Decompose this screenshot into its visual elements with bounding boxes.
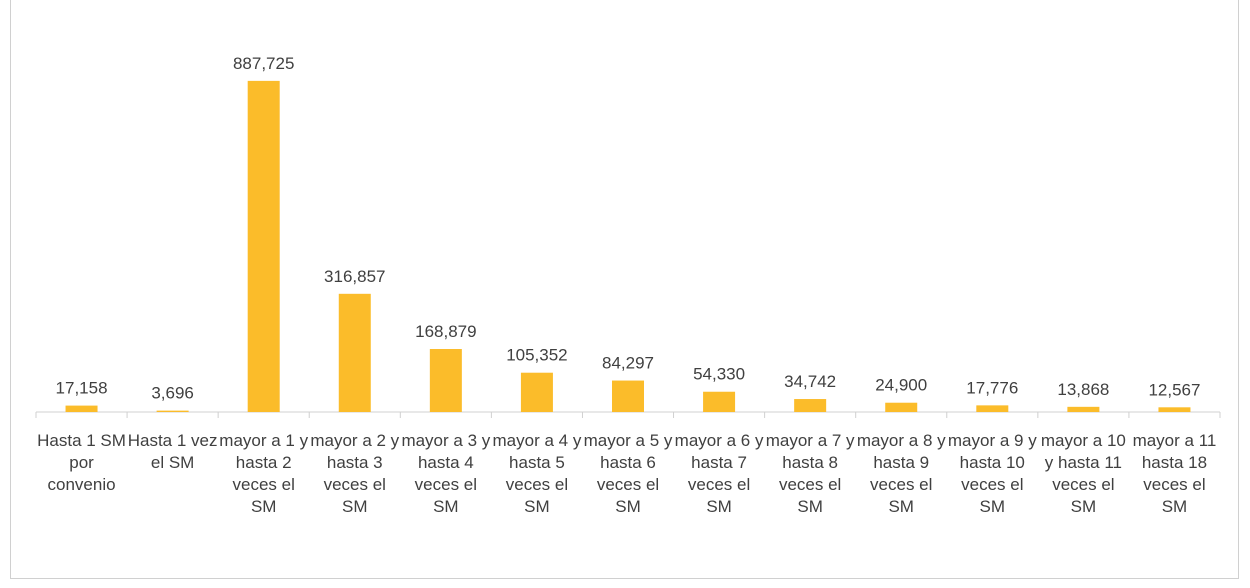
bar	[1158, 407, 1191, 412]
bar	[612, 380, 644, 412]
data-label: 17,776	[966, 378, 1018, 397]
x-tick-label: Hasta 1 SM por convenio	[37, 431, 126, 494]
bar	[976, 405, 1009, 412]
data-label: 887,725	[233, 54, 294, 73]
bar	[703, 391, 736, 412]
data-label: 24,900	[875, 376, 927, 395]
x-tick-label: mayor a 8 y hasta 9 veces el SM	[856, 431, 946, 516]
bar	[794, 399, 827, 412]
data-label: 3,696	[151, 384, 194, 403]
x-tick-label: mayor a 6 y hasta 7 veces el SM	[674, 431, 764, 516]
bar	[65, 405, 98, 412]
data-label: 13,868	[1057, 380, 1109, 399]
data-label: 54,330	[693, 365, 745, 384]
bar	[338, 293, 371, 412]
data-label: 34,742	[784, 372, 836, 391]
x-tick-label: mayor a 2 y hasta 3 veces el SM	[310, 431, 400, 516]
x-tick-label: mayor a 10 y hasta 11 veces el SM	[1040, 431, 1126, 516]
chart-frame	[10, 0, 1239, 579]
x-tick-label: mayor a 4 y hasta 5 veces el SM	[492, 431, 582, 516]
bar	[429, 349, 462, 412]
bar	[885, 402, 918, 412]
data-label: 84,297	[602, 354, 654, 373]
x-tick-label: Hasta 1 vez el SM	[127, 431, 218, 472]
data-label: 168,879	[415, 322, 476, 341]
x-tick-label: mayor a 11 hasta 18 veces el SM	[1132, 431, 1217, 516]
bar	[520, 372, 553, 412]
bar	[1067, 406, 1100, 412]
data-label: 316,857	[324, 267, 385, 286]
x-tick-label: mayor a 3 y hasta 4 veces el SM	[401, 431, 491, 516]
x-tick-label: mayor a 1 y hasta 2 veces el SM	[219, 431, 309, 516]
x-tick-label: mayor a 7 y hasta 8 veces el SM	[765, 431, 855, 516]
data-label: 105,352	[506, 346, 567, 365]
data-label: 12,567	[1148, 380, 1200, 399]
data-label: 17,158	[56, 379, 108, 398]
bar	[156, 410, 189, 412]
bar	[247, 80, 280, 413]
x-tick-label: mayor a 5 y hasta 6 veces el SM	[583, 431, 673, 516]
x-tick-label: mayor a 9 y hasta 10 veces el SM	[947, 431, 1037, 516]
